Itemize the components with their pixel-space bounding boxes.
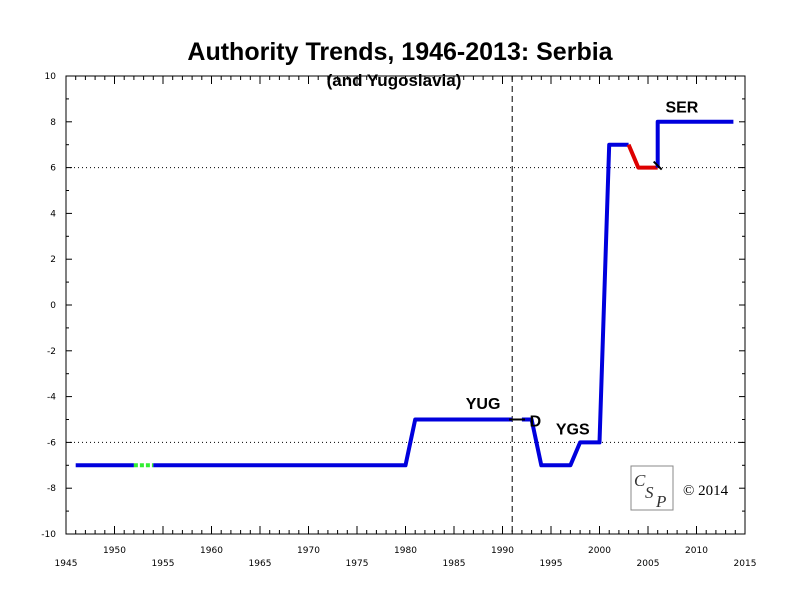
x-tick-label: 2000 <box>588 546 611 556</box>
y-tick-label: -10 <box>41 530 56 540</box>
series-line <box>521 142 629 468</box>
chart-subtitle: (and Yugoslavia) <box>327 71 462 90</box>
x-tick-label: 1995 <box>540 559 563 569</box>
transition-marker <box>652 160 663 171</box>
x-tick-label: 1945 <box>55 559 78 569</box>
x-tick-label: 1965 <box>249 559 272 569</box>
x-tick-label: 1980 <box>394 546 417 556</box>
regime-label: YUG <box>466 396 501 413</box>
y-tick-label: -2 <box>47 347 56 357</box>
x-tick-label: 1985 <box>443 559 466 569</box>
y-tick-label: 2 <box>50 255 56 265</box>
svg-text:C: C <box>634 471 646 490</box>
y-tick-label: 4 <box>50 209 56 219</box>
series-line <box>153 417 513 468</box>
x-tick-label: 1975 <box>346 559 369 569</box>
x-tick-label: 1955 <box>152 559 175 569</box>
copyright-text: © 2014 <box>683 483 729 499</box>
x-tick-label: 1990 <box>491 546 514 556</box>
x-tick-label: 2005 <box>637 559 660 569</box>
x-tick-label: 1970 <box>297 546 320 556</box>
regime-label: D <box>530 413 542 430</box>
y-tick-label: -6 <box>47 438 56 448</box>
csp-logo: C S P <box>630 465 674 511</box>
chart-title: Authority Trends, 1946-2013: Serbia <box>187 38 613 66</box>
y-tick-label: 8 <box>50 118 56 128</box>
x-tick-label: 1960 <box>200 546 223 556</box>
y-tick-label: 0 <box>50 301 56 311</box>
y-tick-label: 6 <box>50 164 56 174</box>
svg-text:S: S <box>645 483 654 502</box>
x-tick-label: 1950 <box>103 546 126 556</box>
svg-text:P: P <box>655 492 666 511</box>
regime-label: YGS <box>556 421 590 438</box>
y-tick-label: 10 <box>45 72 57 82</box>
regime-label: SER <box>665 100 698 117</box>
series-line <box>655 119 734 168</box>
y-tick-label: -4 <box>47 393 56 403</box>
x-tick-label: 2010 <box>685 546 708 556</box>
y-tick-label: -8 <box>47 484 56 494</box>
x-tick-label: 2015 <box>734 559 757 569</box>
series-line <box>626 143 658 170</box>
